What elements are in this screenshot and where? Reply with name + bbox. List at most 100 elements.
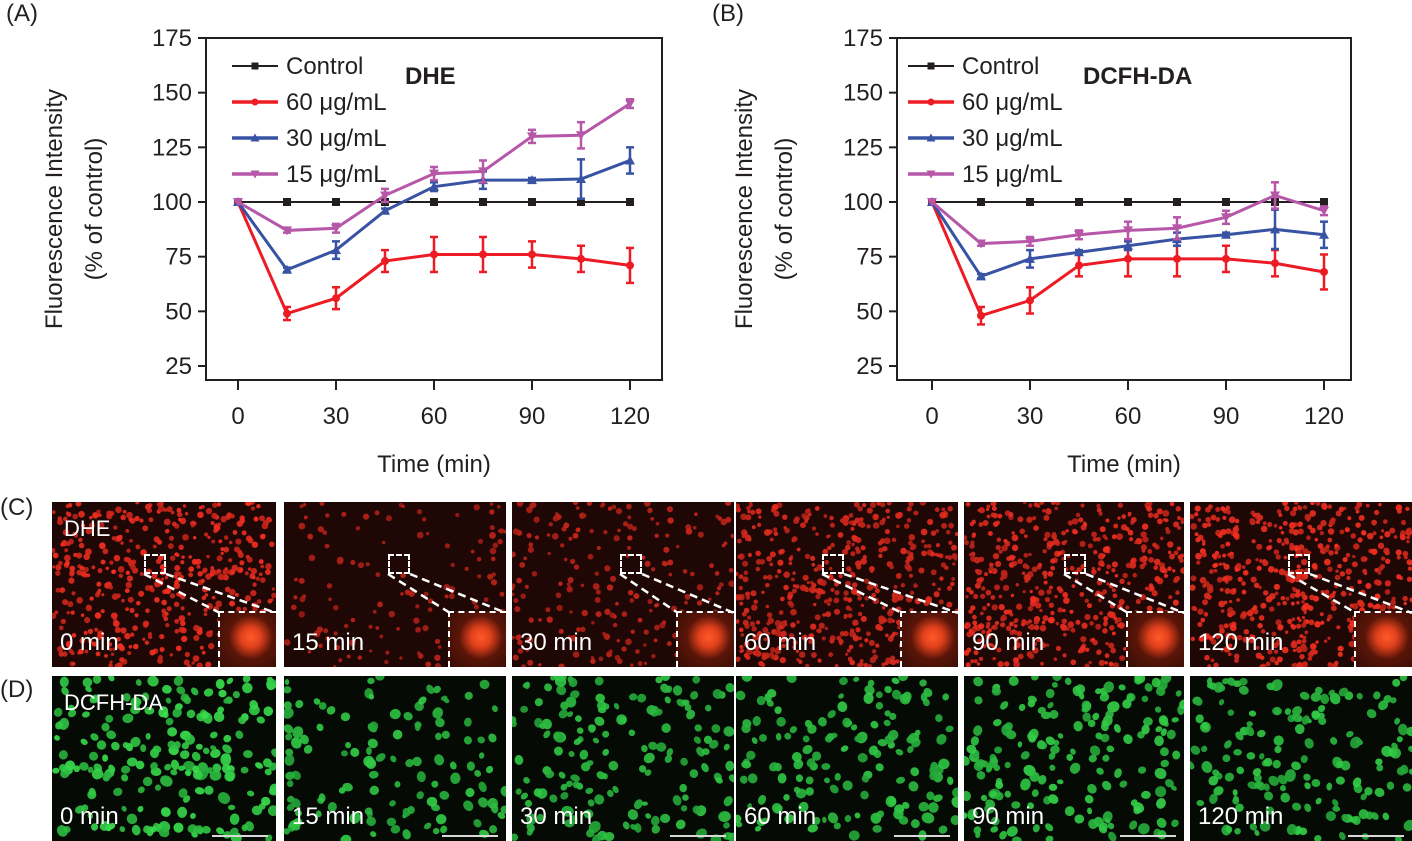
legend-marker (251, 62, 259, 70)
chart-title: DCFH-DA (1083, 63, 1192, 90)
data-point (1124, 254, 1132, 263)
data-point (577, 198, 585, 206)
data-point (1075, 261, 1083, 270)
cell-field (736, 676, 958, 841)
zoom-inset (1354, 611, 1412, 667)
panel-label-b: (B) (712, 0, 744, 27)
data-point (626, 198, 634, 206)
data-point (1173, 254, 1181, 263)
zoom-connector (387, 572, 506, 615)
data-point (976, 271, 986, 281)
y-tick-label: 175 (152, 25, 192, 52)
cell-field (736, 502, 958, 667)
data-point (429, 181, 439, 191)
data-point (1270, 224, 1280, 234)
time-label: 120 min (1198, 803, 1284, 830)
y-tick-label: 75 (165, 244, 192, 271)
legend-marker (926, 133, 936, 142)
data-point (430, 198, 438, 206)
legend-marker (251, 98, 259, 106)
time-label: 0 min (60, 629, 119, 656)
time-label: 30 min (520, 803, 593, 830)
legend-label: 30 μg/mL (286, 125, 387, 152)
scale-bar (1120, 835, 1176, 837)
dhe-micrograph: 90 min (964, 502, 1184, 667)
time-label: 90 min (972, 629, 1045, 656)
time-label: 90 min (972, 803, 1045, 830)
y-tick-label: 175 (843, 25, 883, 52)
roi-box (1288, 554, 1310, 574)
scale-bar (1348, 835, 1404, 837)
chart-dhe: 25 50 75 100 125 150 175 0 30 60 90 120 Time (min) Fl… (41, 25, 663, 478)
panel-label-a: (A) (6, 0, 38, 27)
data-point (331, 245, 341, 255)
dcfh-da-micrograph: 120 min (1190, 676, 1412, 841)
dcfh-da-micrograph: 60 min (736, 676, 958, 841)
data-point (478, 167, 488, 177)
dcfh-da-micrograph: DCFH-DA 0 min (52, 676, 276, 841)
data-point (1075, 198, 1083, 206)
data-point (380, 205, 390, 215)
data-point (381, 257, 389, 266)
scale-bar (442, 835, 498, 837)
legend-marker (926, 170, 936, 179)
y-axis-label: Fluorescence Intensity (731, 89, 758, 329)
legend-label: 15 μg/mL (962, 161, 1063, 188)
chart-title: DHE (405, 63, 456, 90)
data-point (1124, 198, 1132, 206)
data-point (380, 191, 390, 201)
x-tick-label: 60 (421, 403, 448, 430)
roi-box (388, 554, 410, 574)
dhe-micrograph: 15 min (284, 502, 506, 667)
y-axis-label: Fluorescence Intensity (41, 89, 68, 329)
data-point (479, 198, 487, 206)
data-point (527, 175, 537, 185)
time-label: 60 min (744, 803, 817, 830)
data-point (977, 198, 985, 206)
zoom-inset (448, 611, 506, 667)
x-tick-label: 0 (925, 403, 938, 430)
dcfh-da-micrograph: 90 min (964, 676, 1184, 841)
data-point (976, 239, 986, 249)
x-tick-label: 30 (1017, 403, 1044, 430)
legend-label: Control (286, 53, 363, 80)
data-point (233, 198, 243, 207)
y-tick-label: 25 (856, 353, 883, 380)
time-label: 0 min (60, 803, 119, 830)
legend-marker (250, 133, 260, 142)
data-point (1173, 198, 1181, 206)
x-tick-label: 90 (519, 403, 546, 430)
data-point (1025, 253, 1035, 263)
y-tick-label: 150 (843, 80, 883, 107)
cell-field (1190, 676, 1412, 841)
x-axis-label: Time (min) (377, 451, 491, 478)
data-point (282, 226, 292, 236)
data-point (528, 250, 536, 259)
legend-marker (250, 170, 260, 179)
data-point (1025, 237, 1035, 247)
legend-label: 30 μg/mL (962, 125, 1063, 152)
plot-frame (896, 37, 1352, 381)
data-point (626, 261, 634, 270)
cell-field (284, 676, 506, 841)
data-point (1074, 247, 1084, 257)
y-tick-label: 50 (165, 298, 192, 325)
series-15-g-ml (233, 97, 635, 236)
cell-field (52, 676, 276, 841)
y-tick-label: 25 (165, 353, 192, 380)
dhe-micrograph: 60 min (736, 502, 958, 667)
scale-bar (212, 835, 268, 837)
time-label: 15 min (292, 803, 365, 830)
cell-field (964, 676, 1184, 841)
legend-label: Control (962, 53, 1039, 80)
data-point (977, 311, 985, 320)
data-point (331, 224, 341, 234)
time-label: 15 min (292, 629, 365, 656)
x-tick-label: 0 (231, 403, 244, 430)
zoom-connector (1063, 572, 1184, 615)
data-point (430, 250, 438, 259)
data-point (927, 198, 937, 207)
series-control (234, 198, 634, 206)
data-point (479, 250, 487, 259)
dcfh-micrograph-row: DCFH-DA 0 min 15 min 30 min 60 min 90 min 120 … (52, 676, 1412, 841)
